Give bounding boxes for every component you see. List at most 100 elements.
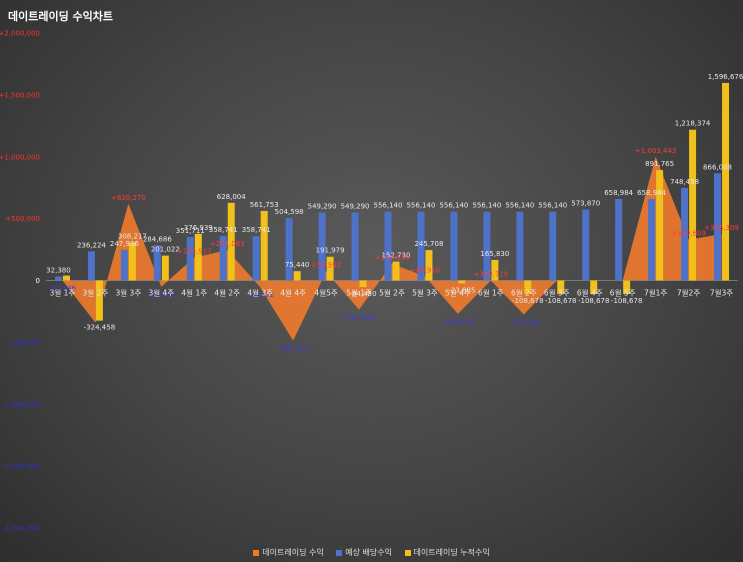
x-tick-label: 4월 1주	[181, 288, 207, 298]
bar-dividend	[516, 211, 524, 281]
x-tick-label: 5월 1주	[346, 288, 372, 298]
data-label-daytrading-profit: -252,852	[343, 314, 374, 322]
data-label-cumulative: 628,004	[217, 193, 246, 201]
data-label-daytrading-profit: +133,150	[375, 254, 410, 262]
data-label-cumulative: -23,885	[448, 286, 475, 294]
data-label-cumulative: -64,450	[350, 290, 377, 298]
x-tick-label: 4월5주	[314, 288, 337, 298]
data-label-dividend: 573,870	[571, 199, 600, 207]
data-label-daytrading-profit: +349,719	[473, 271, 508, 279]
data-label-cumulative: 376,939	[184, 224, 213, 232]
data-label-dividend: 247,936	[110, 240, 139, 248]
chart-title: 데이트레이딩 수익차트	[8, 10, 114, 23]
data-label-daytrading-profit: +56,592	[311, 262, 341, 270]
legend-swatch	[253, 549, 260, 556]
bar-cumulative	[95, 280, 103, 321]
data-label-dividend: 504,598	[275, 208, 304, 216]
legend-swatch	[336, 549, 343, 556]
data-label-cumulative: 1,218,374	[675, 120, 711, 128]
x-tick-label: 3월 4주	[148, 288, 174, 298]
bar-cumulative	[689, 129, 697, 281]
legend-label: 데이트레이딩 누적수익	[413, 548, 490, 557]
bar-cumulative	[524, 280, 532, 294]
bar-dividend	[384, 211, 392, 281]
data-label-cumulative: 1,596,676	[708, 73, 743, 81]
x-tick-label: 7월1주	[644, 288, 667, 298]
bar-dividend	[219, 236, 227, 281]
bar-cumulative	[161, 255, 169, 281]
data-label-cumulative: 308,217	[118, 232, 147, 240]
legend-label: 예상 배당수익	[345, 548, 392, 557]
data-label-dividend: 556,140	[538, 202, 567, 210]
data-label-daytrading-profit: +46,910	[410, 266, 440, 274]
data-label-daytrading-profit: +185,917	[177, 247, 212, 255]
data-label-daytrading-profit: +620,270	[111, 194, 146, 202]
data-label-dividend: 658,984	[604, 189, 633, 197]
x-tick-label: 6월 4주	[577, 288, 603, 298]
x-tick-label: 5월 3주	[412, 288, 438, 298]
bar-dividend	[681, 187, 689, 281]
data-label-dividend: 549,290	[341, 203, 370, 211]
x-tick-label: 7월2주	[677, 288, 700, 298]
legend-label: 데이트레이딩 수익	[262, 548, 324, 557]
data-label-dividend: 748,498	[670, 178, 699, 186]
data-label-cumulative: 75,440	[285, 261, 310, 269]
bar-cumulative	[62, 275, 70, 281]
data-label-cumulative: 201,022	[151, 246, 180, 254]
x-tick-label: 4월 3주	[247, 288, 273, 298]
y-tick-label: 0	[36, 277, 40, 285]
bar-dividend	[252, 236, 260, 281]
data-label-cumulative: 561,753	[250, 201, 279, 209]
x-tick-label: 3월 3주	[116, 288, 142, 298]
y-tick-label: -500,000	[9, 339, 40, 347]
data-label-daytrading-profit: -486,313	[277, 345, 308, 353]
data-label-dividend: 549,290	[308, 203, 337, 211]
y-tick-label: +1,000,000	[0, 153, 40, 161]
x-tick-label: 6월 1주	[478, 288, 504, 298]
area-series-daytrading-profit	[62, 156, 722, 341]
chart-legend: 데이트레이딩 수익 예상 배당수익 데이트레이딩 누적수익	[0, 547, 743, 558]
x-tick-label: 4월 4주	[280, 288, 306, 298]
legend-swatch	[404, 549, 411, 556]
data-label-cumulative: -108,678	[545, 297, 576, 305]
data-label-daytrading-profit: -274,508	[508, 318, 539, 326]
bar-dividend	[648, 198, 656, 281]
legend-item-cumulative: 데이트레이딩 누적수익	[404, 547, 490, 558]
bar-dividend	[120, 249, 128, 281]
y-tick-label: -1,000,000	[2, 401, 40, 409]
y-tick-label: +500,000	[5, 215, 40, 223]
data-label-dividend: 284,686	[143, 235, 172, 243]
bar-dividend	[714, 173, 722, 281]
bar-cumulative	[194, 233, 202, 281]
data-label-cumulative: -108,678	[611, 297, 642, 305]
data-label-dividend: 556,140	[505, 202, 534, 210]
x-tick-label: 5월 2주	[379, 288, 405, 298]
y-tick-label: +1,500,000	[0, 91, 40, 99]
x-tick-label: 5월 4주	[445, 288, 471, 298]
bar-cumulative	[425, 250, 433, 281]
data-label-cumulative: 245,708	[414, 240, 443, 248]
bar-dividend	[87, 251, 95, 281]
data-label-dividend: 351,711	[176, 227, 205, 235]
data-label-dividend: 556,140	[406, 202, 435, 210]
data-label-daytrading-profit: +1,003,443	[635, 147, 677, 155]
data-label-dividend: 866,008	[703, 163, 732, 171]
data-label-cumulative: -108,678	[578, 297, 609, 305]
x-tick-label: 6월 5주	[610, 288, 636, 298]
bar-cumulative	[590, 280, 598, 294]
data-label-dividend: 236,224	[77, 241, 106, 249]
bar-dividend	[351, 212, 359, 281]
y-tick-label: +2,000,000	[0, 30, 40, 38]
bar-dividend	[186, 237, 194, 281]
bar-cumulative	[557, 280, 565, 294]
bar-cumulative	[623, 280, 631, 294]
bar-cumulative	[491, 259, 499, 281]
data-label-dividend: 556,140	[472, 202, 501, 210]
bar-dividend	[417, 211, 425, 281]
x-tick-label: 3월 2주	[83, 288, 109, 298]
data-label-dividend: 556,140	[439, 202, 468, 210]
bar-cumulative	[326, 256, 334, 281]
x-tick-label: 6월 2주	[511, 288, 537, 298]
legend-item-daytrading-profit: 데이트레이딩 수익	[253, 547, 324, 558]
